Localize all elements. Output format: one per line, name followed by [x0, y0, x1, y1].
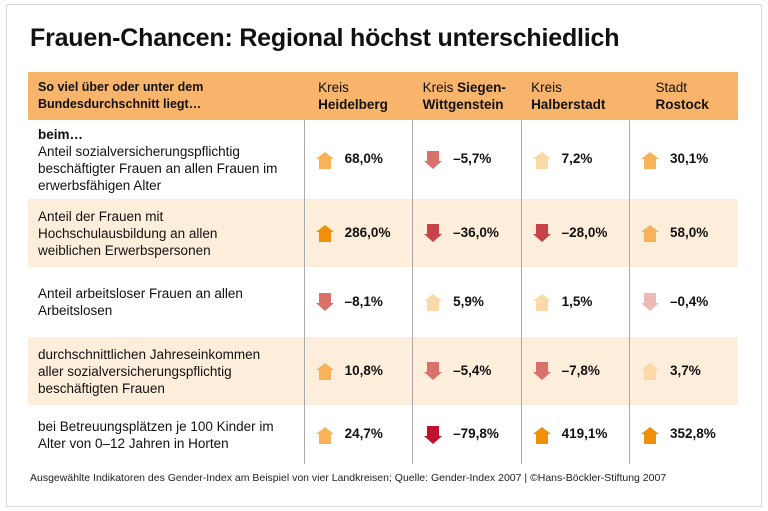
table-row: bei Betreuungsplätzen je 100 Kinder im A…	[28, 405, 738, 464]
value: 3,7%	[670, 362, 701, 378]
value: –79,8%	[453, 426, 499, 442]
row-label-cell: Anteil arbeitsloser Frauen an allen Arbe…	[28, 267, 304, 337]
value-cell: –79,8%	[412, 405, 522, 464]
value: 68,0%	[344, 151, 383, 167]
value: 5,9%	[453, 293, 484, 309]
value-cell: –5,7%	[412, 120, 522, 199]
arrow-up-icon	[532, 294, 551, 312]
value: –0,4%	[670, 293, 709, 309]
row-label-cell: bei Betreuungsplätzen je 100 Kinder im A…	[28, 405, 304, 464]
arrow-up-icon	[424, 294, 443, 312]
column-header: Stadt Rostock	[629, 72, 738, 120]
table-row: Anteil arbeitsloser Frauen an allen Arbe…	[28, 267, 738, 337]
value: –5,7%	[453, 151, 492, 167]
row-label-cell: Anteil der Frauen mit Hochschulausbildun…	[28, 199, 305, 267]
value-cell: 24,7%	[303, 405, 413, 464]
arrow-up-icon	[532, 426, 551, 444]
value-cell: 5,9%	[412, 267, 522, 337]
arrow-up-icon	[641, 363, 660, 381]
row-label: Anteil der Frauen mit Hochschulausbildun…	[38, 208, 218, 258]
arrow-up-icon	[641, 225, 660, 243]
value-cell: 30,1%	[629, 120, 738, 199]
value-cell: 419,1%	[520, 405, 630, 464]
arrow-down-icon	[315, 293, 334, 312]
arrow-down-icon	[424, 362, 443, 381]
value-cell: 10,8%	[303, 337, 413, 405]
arrow-up-icon	[315, 426, 334, 444]
page-title: Frauen-Chancen: Regional höchst untersch…	[30, 24, 620, 52]
value-cell: 3,7%	[629, 337, 738, 405]
column-prefix: Kreis	[422, 80, 454, 95]
row-label: durchschnittlichen Jahreseinkommen aller…	[38, 346, 261, 396]
row-label: Anteil sozialversicherungspflichtig besc…	[38, 143, 278, 193]
column-prefix: Stadt	[655, 80, 688, 95]
value-cell: –28,0%	[520, 199, 630, 267]
arrow-down-icon	[424, 425, 443, 444]
row-label: Anteil arbeitsloser Frauen an allen Arbe…	[38, 286, 243, 318]
value: 419,1%	[561, 426, 608, 442]
column-header: Kreis Heidelberg	[304, 72, 413, 120]
arrow-up-icon	[315, 151, 334, 169]
value-cell: 7,2%	[520, 120, 630, 199]
arrow-down-icon	[532, 362, 551, 381]
column-name: Rostock	[655, 97, 709, 112]
table-row: Anteil der Frauen mit Hochschulausbildun…	[28, 199, 738, 267]
value: –8,1%	[344, 293, 383, 309]
row-label-cell: beim… Anteil sozialversicherungspflichtig…	[28, 120, 304, 199]
value-cell: 352,8%	[629, 405, 738, 464]
value: 10,8%	[344, 362, 383, 378]
value-cell: 68,0%	[303, 120, 413, 199]
header-label: So viel über oder unter dem Bundesdurchs…	[28, 72, 305, 120]
arrow-down-icon	[424, 150, 443, 169]
value: 1,5%	[561, 293, 593, 309]
value: 7,2%	[561, 151, 593, 167]
value: –36,0%	[453, 224, 499, 240]
value-cell: 286,0%	[303, 199, 413, 267]
value: 58,0%	[670, 224, 709, 240]
arrow-down-icon	[641, 293, 660, 312]
column-name: Heidelberg	[318, 97, 388, 112]
value: –5,4%	[453, 362, 492, 378]
value-cell: –36,0%	[412, 199, 522, 267]
value: 24,7%	[344, 426, 383, 442]
row-prefix: beim…	[38, 126, 84, 142]
arrow-up-icon	[315, 225, 334, 243]
value-cell: 1,5%	[520, 267, 630, 337]
value-cell: 58,0%	[629, 199, 738, 267]
column-prefix: Kreis	[318, 80, 349, 95]
arrow-up-icon	[641, 426, 660, 444]
value: 352,8%	[670, 426, 716, 442]
value: 286,0%	[344, 224, 391, 240]
value-cell: –0,4%	[629, 267, 738, 337]
table-row: durchschnittlichen Jahreseinkommen aller…	[28, 337, 738, 405]
column-name: Siegen-Wittgenstein	[422, 80, 506, 112]
frame	[6, 4, 762, 507]
row-label-cell: durchschnittlichen Jahreseinkommen aller…	[28, 337, 305, 405]
value: –28,0%	[561, 224, 608, 240]
value: –7,8%	[561, 362, 600, 378]
value-cell: –5,4%	[412, 337, 522, 405]
source-note: Ausgewählte Indikatoren des Gender-Index…	[30, 472, 667, 484]
arrow-up-icon	[315, 363, 334, 381]
column-header: Kreis Halberstadt	[521, 72, 630, 120]
column-header: Kreis Siegen-Wittgenstein	[412, 72, 522, 120]
value-cell: –7,8%	[520, 337, 630, 405]
arrow-down-icon	[424, 224, 443, 243]
data-table: So viel über oder unter dem Bundesdurchs…	[28, 72, 738, 464]
value-cell: –8,1%	[303, 267, 413, 337]
row-label: bei Betreuungsplätzen je 100 Kinder im A…	[38, 418, 274, 451]
table-row: beim… Anteil sozialversicherungspflichtig…	[28, 120, 738, 199]
value: 30,1%	[670, 151, 709, 167]
column-name: Halberstadt	[531, 97, 606, 112]
arrow-up-icon	[532, 151, 551, 169]
arrow-up-icon	[641, 151, 660, 169]
column-prefix: Kreis	[531, 80, 562, 95]
arrow-down-icon	[532, 224, 551, 243]
